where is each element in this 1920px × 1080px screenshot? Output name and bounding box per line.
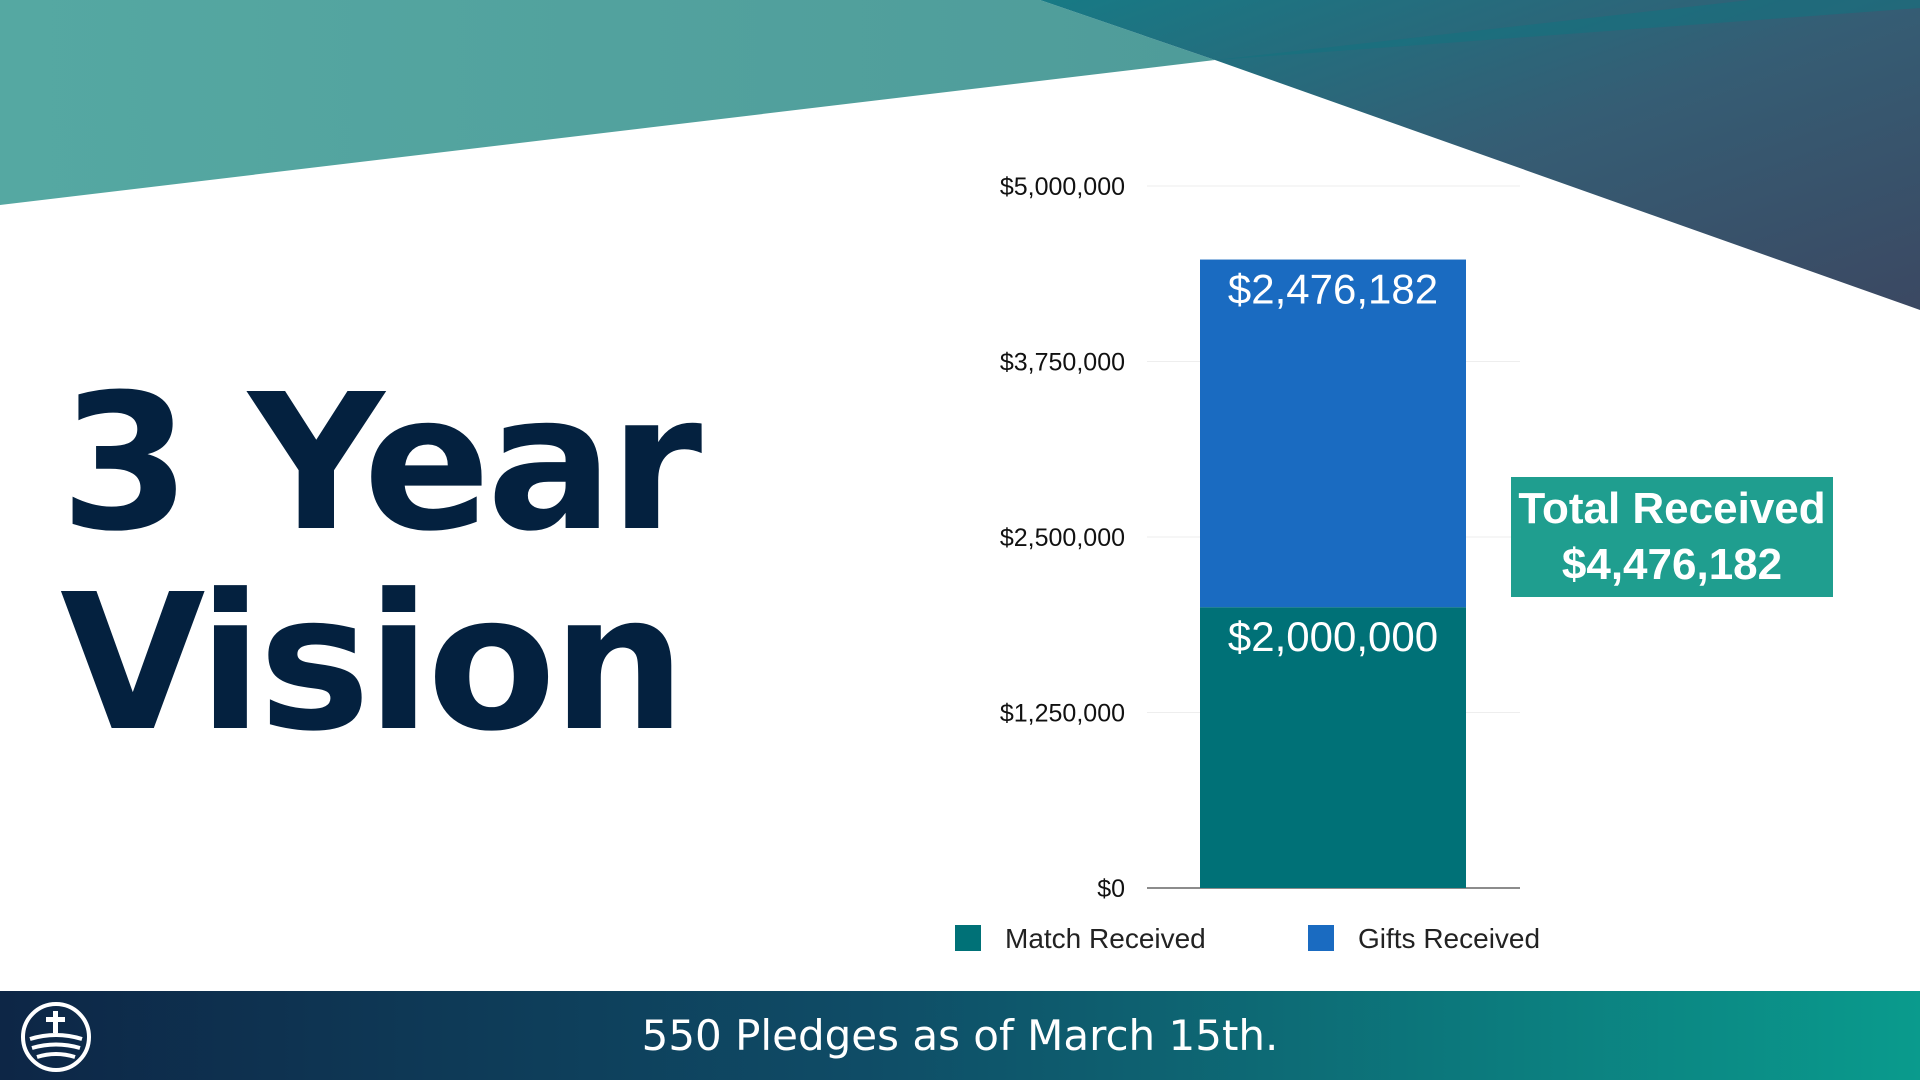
y-tick-label: $2,500,000	[1000, 524, 1125, 552]
legend-label: Match Received	[1005, 923, 1206, 954]
y-tick-label: $1,250,000	[1000, 700, 1125, 728]
footer-text: 550 Pledges as of March 15th.	[641, 1011, 1279, 1060]
title-line-2: Vision	[60, 554, 686, 773]
data-label-match-received: $2,000,000	[1228, 613, 1438, 660]
teal-band-shape	[0, 0, 1215, 205]
legend-swatch	[955, 925, 981, 951]
bar-segment-gifts-received	[1200, 259, 1466, 608]
data-label-gifts-received: $2,476,182	[1228, 266, 1438, 313]
church-cross-wave-logo-icon	[21, 1002, 91, 1072]
title-line-1: 3 Year	[60, 354, 702, 573]
bar-layer: $2,000,000 $2,476,182	[1200, 259, 1466, 888]
legend: Match Received Gifts Received	[955, 923, 1540, 954]
total-received-label: Total Received	[1518, 484, 1826, 533]
total-received-box: Total Received $4,476,182	[1511, 477, 1833, 597]
legend-swatch	[1308, 925, 1334, 951]
y-tick-label: $5,000,000	[1000, 173, 1125, 201]
footer-bar: 550 Pledges as of March 15th.	[0, 991, 1920, 1080]
y-tick-label: $0	[1097, 875, 1125, 903]
total-received-value: $4,476,182	[1561, 540, 1783, 589]
deep-teal-sliver-shape	[1215, 0, 1920, 60]
y-tick-label: $3,750,000	[1000, 349, 1125, 377]
bar-segment-match-received	[1200, 607, 1466, 888]
navy-band-shape	[1040, 0, 1920, 310]
legend-label: Gifts Received	[1358, 923, 1540, 954]
